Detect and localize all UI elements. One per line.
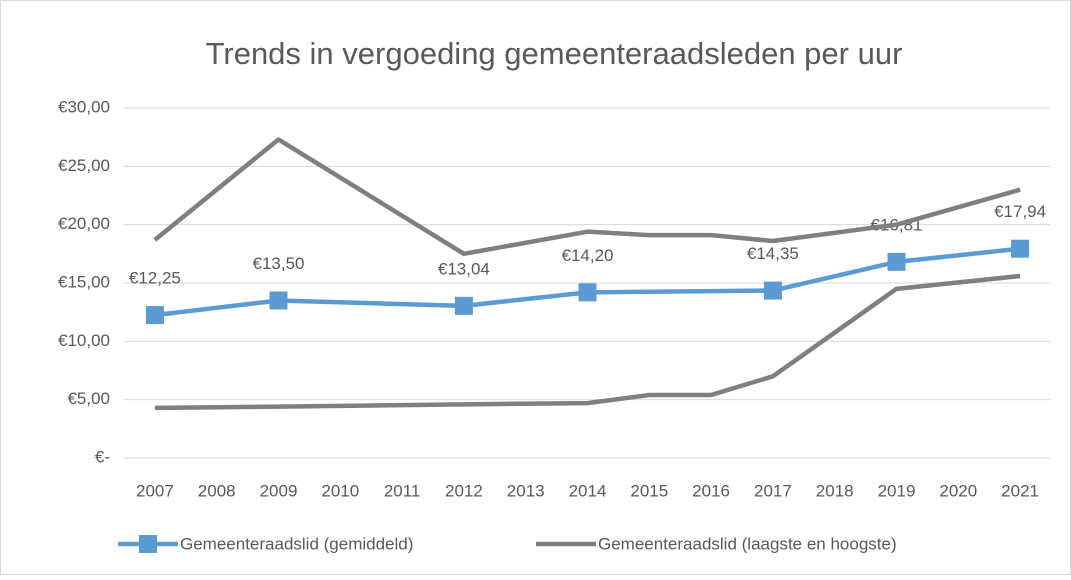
legend-label: Gemeenteraadslid (gemiddeld) <box>180 534 413 553</box>
y-tick-label: €20,00 <box>58 214 110 233</box>
marker <box>145 306 164 325</box>
x-tick-label: 2007 <box>136 481 174 500</box>
line <box>153 137 1021 257</box>
x-tick-label: 2009 <box>260 481 298 500</box>
y-tick-label: €5,00 <box>67 389 110 408</box>
chart-title: Trends in vergoeding gemeenteraadsleden … <box>206 36 903 71</box>
x-tick-label: 2021 <box>1001 481 1039 500</box>
x-tick-label: 2016 <box>692 481 730 500</box>
y-tick-label: €30,00 <box>58 97 110 116</box>
marker <box>887 252 906 271</box>
marker <box>454 296 473 315</box>
x-tick-label: 2014 <box>569 481 607 500</box>
x-tick-label: 2013 <box>507 481 545 500</box>
legend-marker <box>139 535 157 553</box>
x-tick-label: 2015 <box>630 481 668 500</box>
data-label: €13,04 <box>438 259 490 278</box>
data-label: €13,50 <box>253 254 305 273</box>
marker <box>269 291 288 310</box>
x-tick-label: 2019 <box>878 481 916 500</box>
legend-label: Gemeenteraadslid (laagste en hoogste) <box>598 534 897 553</box>
marker <box>1011 239 1030 258</box>
x-tick-label: 2008 <box>198 481 236 500</box>
marker <box>763 281 782 300</box>
x-tick-label: 2012 <box>445 481 483 500</box>
data-label: €12,25 <box>129 269 181 288</box>
x-tick-label: 2010 <box>321 481 359 500</box>
x-tick-label: 2020 <box>939 481 977 500</box>
data-label: €17,94 <box>994 202 1046 221</box>
y-tick-label: €10,00 <box>58 331 110 350</box>
data-label: €14,35 <box>747 244 799 263</box>
x-tick-label: 2018 <box>816 481 854 500</box>
line <box>154 273 1021 411</box>
y-tick-label: €25,00 <box>58 156 110 175</box>
data-label: €14,20 <box>562 246 614 265</box>
x-tick-label: 2017 <box>754 481 792 500</box>
marker <box>578 283 597 302</box>
y-tick-label: €- <box>95 447 110 466</box>
y-tick-label: €15,00 <box>58 272 110 291</box>
x-tick-label: 2011 <box>384 481 421 500</box>
